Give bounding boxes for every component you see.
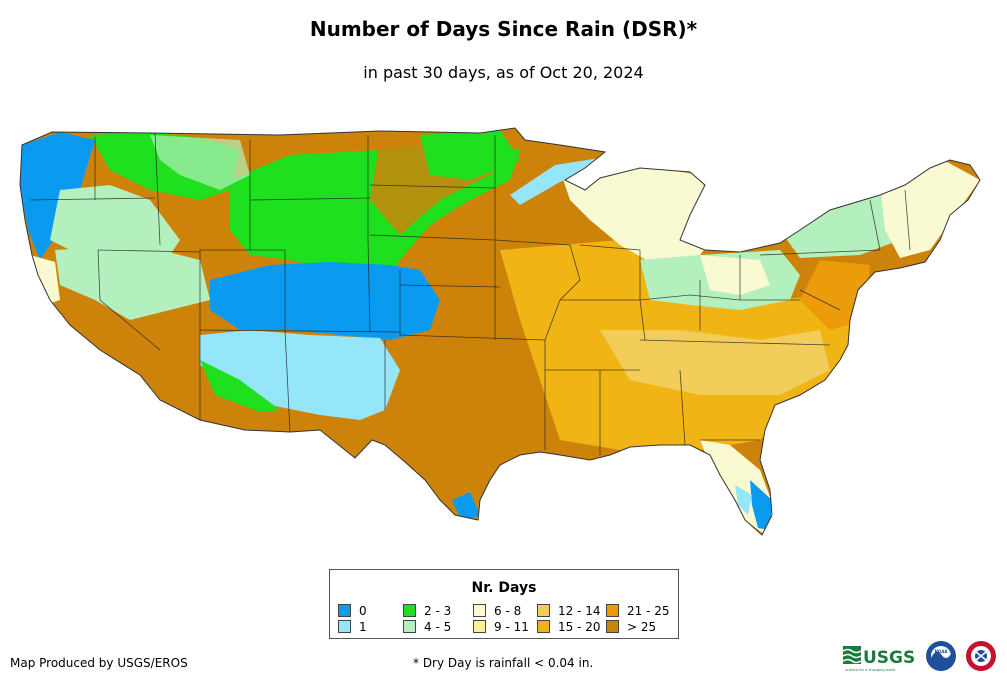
legend-item-4: 6 - 8 <box>473 604 521 618</box>
legend-item-1: 1 <box>338 620 367 634</box>
legend-label-4: 6 - 8 <box>494 604 522 618</box>
state-borders <box>29 132 911 455</box>
legend-item-6: 12 - 14 <box>537 604 601 618</box>
legend-item-3: 4 - 5 <box>403 620 451 634</box>
legend-label-6: 12 - 14 <box>558 604 601 618</box>
legend-swatch-5 <box>473 620 486 633</box>
legend-swatch-6 <box>537 604 550 617</box>
legend-item-0: 0 <box>338 604 367 618</box>
legend-swatch-7 <box>537 620 550 633</box>
legend-item-9: > 25 <box>606 620 656 634</box>
noaa-wordmark: NOAA <box>935 649 949 654</box>
legend-label-1: 1 <box>359 620 367 634</box>
legend-swatch-0 <box>338 604 351 617</box>
nws-logo <box>966 641 996 671</box>
usgs-wordmark: USGS <box>863 648 915 668</box>
legend-title: Nr. Days <box>471 580 537 596</box>
legend: Nr. Days 0 1 2 - 3 4 - 5 6 - 8 9 - 11 12… <box>329 569 679 639</box>
agency-logos: USGS science for a changing world NOAA <box>843 641 996 672</box>
legend-label-9: > 25 <box>627 620 657 634</box>
legend-swatch-9 <box>606 620 619 633</box>
legend-item-8: 21 - 25 <box>606 604 670 618</box>
dsr-color-fields <box>20 128 980 535</box>
legend-item-2: 2 - 3 <box>403 604 451 618</box>
noaa-logo: NOAA <box>926 641 956 671</box>
legend-swatch-3 <box>403 620 416 633</box>
usgs-logo: USGS science for a changing world <box>843 646 915 672</box>
legend-label-8: 21 - 25 <box>627 604 670 618</box>
legend-label-3: 4 - 5 <box>424 620 452 634</box>
legend-swatch-8 <box>606 604 619 617</box>
legend-label-5: 9 - 11 <box>494 620 529 634</box>
legend-label-0: 0 <box>359 604 367 618</box>
map-title: Number of Days Since Rain (DSR)* <box>309 17 698 41</box>
legend-item-5: 9 - 11 <box>473 620 529 634</box>
map-credit: Map Produced by USGS/EROS <box>10 656 188 670</box>
dry-day-footnote: * Dry Day is rainfall < 0.04 in. <box>413 656 594 670</box>
legend-swatch-4 <box>473 604 486 617</box>
legend-swatch-1 <box>338 620 351 633</box>
usgs-tagline: science for a changing world <box>845 668 895 672</box>
legend-label-7: 15 - 20 <box>558 620 601 634</box>
legend-swatch-2 <box>403 604 416 617</box>
legend-item-7: 15 - 20 <box>537 620 601 634</box>
legend-label-2: 2 - 3 <box>424 604 452 618</box>
map-subtitle: in past 30 days, as of Oct 20, 2024 <box>363 63 644 82</box>
us-dsr-map <box>19 127 981 536</box>
